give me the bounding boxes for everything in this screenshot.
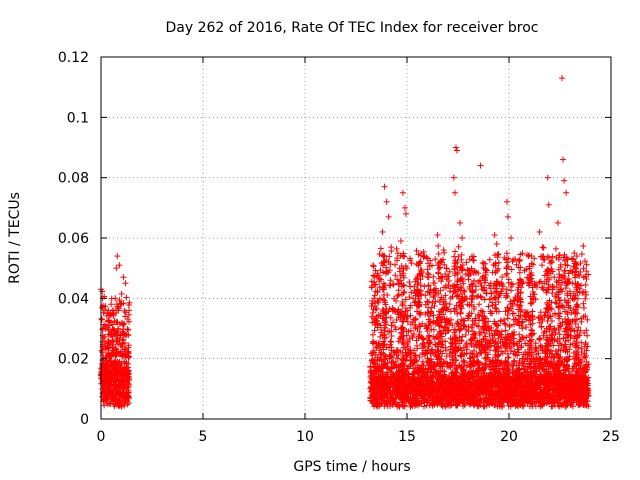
data-point (387, 338, 394, 345)
data-point (580, 242, 587, 249)
data-point (109, 321, 116, 328)
data-point (432, 256, 439, 263)
data-point (114, 325, 121, 332)
data-point (540, 244, 547, 251)
data-point (118, 290, 125, 297)
data-point (401, 253, 408, 260)
data-point (486, 256, 493, 263)
data-point (407, 283, 414, 290)
data-point (123, 294, 130, 301)
data-point (455, 243, 462, 250)
chart-title: Day 262 of 2016, Rate Of TEC Index for r… (166, 20, 539, 36)
data-point (377, 333, 384, 340)
data-point (98, 371, 105, 378)
data-point (370, 262, 377, 269)
data-point (549, 290, 556, 297)
data-point (580, 265, 587, 272)
data-point (118, 403, 125, 410)
data-point (369, 309, 376, 316)
data-point (120, 331, 127, 338)
data-point (377, 245, 384, 252)
data-point (116, 297, 123, 304)
data-point (386, 253, 393, 260)
data-point (387, 282, 394, 289)
data-point (549, 253, 556, 260)
data-point (519, 325, 526, 332)
data-points (98, 75, 592, 410)
data-point (537, 335, 544, 342)
data-point (384, 292, 391, 299)
data-point (562, 285, 569, 292)
data-point (452, 248, 459, 255)
data-point (420, 248, 427, 255)
data-point (565, 279, 572, 286)
data-point (476, 301, 483, 308)
data-point (113, 319, 120, 326)
data-point (505, 354, 512, 361)
data-point (122, 313, 129, 320)
data-point (435, 250, 442, 257)
data-point (125, 342, 132, 349)
data-point (117, 332, 124, 339)
data-point (419, 358, 426, 365)
data-point (495, 259, 502, 266)
data-point (460, 358, 467, 365)
data-point (99, 349, 106, 356)
data-point (108, 301, 115, 308)
data-point (465, 276, 472, 283)
data-point (98, 316, 105, 323)
data-point (442, 347, 449, 354)
data-point (421, 403, 428, 410)
data-point (493, 305, 500, 312)
data-point (528, 326, 535, 333)
data-point (582, 281, 589, 288)
data-point (435, 242, 442, 249)
data-point (435, 269, 442, 276)
data-point (407, 312, 414, 319)
data-point (124, 326, 131, 333)
data-point (393, 245, 400, 252)
data-point (536, 336, 543, 343)
data-point (539, 262, 546, 269)
data-point (421, 283, 428, 290)
data-point (122, 309, 129, 316)
data-point (431, 280, 438, 287)
data-point (120, 336, 127, 343)
data-point (539, 244, 546, 251)
data-point (98, 347, 105, 354)
data-point (446, 301, 453, 308)
data-point (112, 345, 119, 352)
data-point (114, 337, 121, 344)
data-point (105, 327, 112, 334)
data-point (406, 279, 413, 286)
data-point (580, 304, 587, 311)
data-point (439, 274, 446, 281)
data-point (552, 245, 559, 252)
data-point (440, 247, 447, 254)
data-point (399, 302, 406, 309)
data-point (388, 322, 395, 329)
data-point (379, 252, 386, 259)
data-point (119, 365, 126, 372)
data-point (100, 309, 107, 316)
data-point (388, 244, 395, 251)
data-point (424, 270, 431, 277)
data-point (538, 324, 545, 331)
data-point (584, 332, 591, 339)
data-point (395, 287, 402, 294)
data-point (468, 324, 475, 331)
data-point (441, 249, 448, 256)
